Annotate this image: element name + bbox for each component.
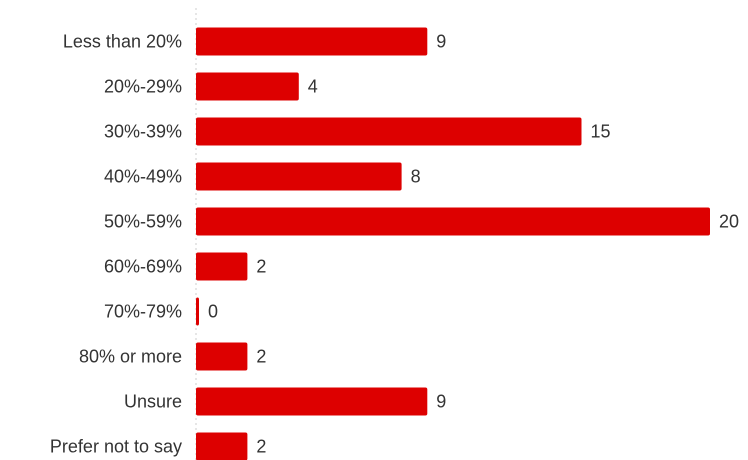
category-label: 80% or more <box>79 347 182 367</box>
bar <box>196 72 299 101</box>
bar <box>196 252 248 281</box>
category-label: 50%-59% <box>104 212 182 232</box>
bar <box>196 342 248 371</box>
bar-value-label: 2 <box>256 437 266 457</box>
bars <box>196 27 710 460</box>
bar <box>196 207 710 236</box>
bar <box>196 387 428 416</box>
category-label: Prefer not to say <box>50 437 182 457</box>
bar-value-label: 2 <box>256 347 266 367</box>
bar-value-label: 0 <box>208 302 218 322</box>
category-label: 60%-69% <box>104 257 182 277</box>
bar-value-label: 8 <box>411 167 421 187</box>
category-labels: Less than 20% 20%-29% 30%-39% 40%-49% 50%-59… <box>50 32 182 457</box>
bar <box>196 162 402 191</box>
bar-value-label: 2 <box>256 257 266 277</box>
bar <box>196 27 428 56</box>
category-label: 30%-39% <box>104 122 182 142</box>
category-label: Unsure <box>124 392 182 412</box>
category-label: 20%-29% <box>104 77 182 97</box>
category-label: Less than 20% <box>63 32 182 52</box>
bar-value-label: 4 <box>308 77 318 97</box>
bar-value-label: 15 <box>591 122 611 142</box>
bar-value-label: 9 <box>436 392 446 412</box>
bar <box>196 432 248 460</box>
category-label: 70%-79% <box>104 302 182 322</box>
bar <box>196 117 582 146</box>
bar-value-label: 9 <box>436 32 446 52</box>
category-label: 40%-49% <box>104 167 182 187</box>
bar-value-label: 20 <box>719 212 739 232</box>
bar <box>196 297 199 326</box>
